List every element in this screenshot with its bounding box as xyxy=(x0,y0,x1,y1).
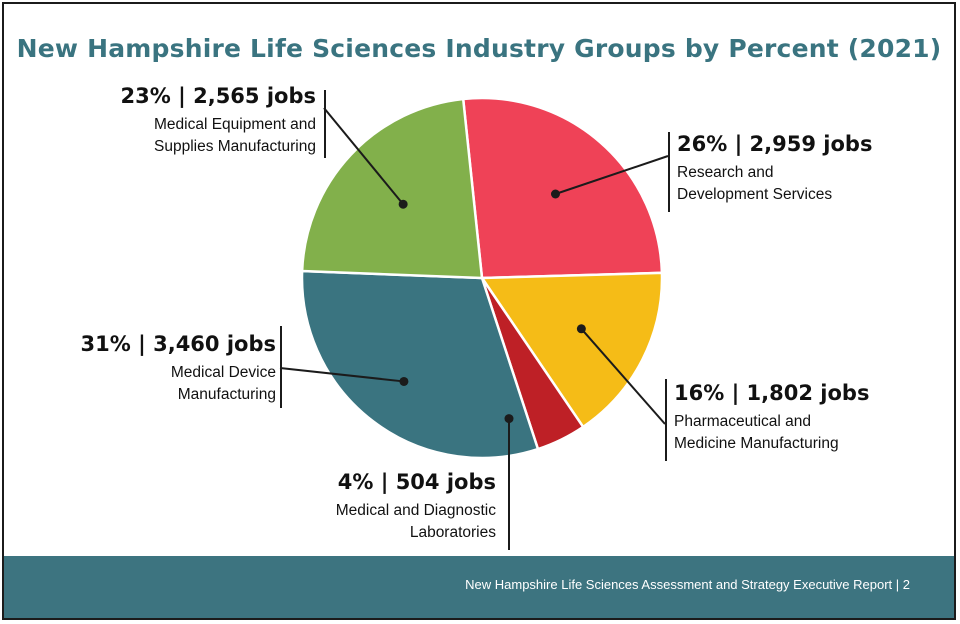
label-bar-medical-equipment xyxy=(324,90,326,158)
leader-diagnostic-labs-dot xyxy=(504,414,514,424)
label-research-development-cat-2: Development Services xyxy=(677,186,833,203)
slice-medical-equipment xyxy=(300,97,484,280)
footer-bar: New Hampshire Life Sciences Assessment a… xyxy=(4,556,954,618)
slice-research-development xyxy=(461,96,664,280)
label-diagnostic-labs-cat-2: Laboratories xyxy=(409,524,496,541)
slice-pharmaceutical xyxy=(479,271,664,429)
slice-medical-device xyxy=(300,269,540,460)
footer-text: New Hampshire Life Sciences Assessment a… xyxy=(465,577,910,592)
label-medical-equipment-cat-2: Supplies Manufacturing xyxy=(154,138,316,155)
leader-pharmaceutical-dot xyxy=(576,324,586,334)
label-medical-device-head: 31% | 3,460 jobs xyxy=(80,332,276,356)
label-research-development-head: 26% | 2,959 jobs xyxy=(677,132,873,156)
leader-medical-device xyxy=(279,367,405,383)
label-bar-pharmaceutical xyxy=(665,379,667,461)
label-medical-equipment-head: 23% | 2,565 jobs xyxy=(120,84,316,108)
label-research-development: 26% | 2,959 jobs Research and Developmen… xyxy=(677,132,872,206)
leader-medical-equipment xyxy=(323,107,404,205)
label-pharmaceutical-cat-1: Pharmaceutical and xyxy=(674,413,811,430)
label-diagnostic-labs-cat-1: Medical and Diagnostic xyxy=(335,502,496,519)
label-bar-research-development xyxy=(668,132,670,212)
label-medical-device: 31% | 3,460 jobs Medical Device Manufact… xyxy=(81,332,276,406)
label-medical-device-cat-2: Manufacturing xyxy=(177,386,276,403)
label-medical-equipment-cat-1: Medical Equipment and xyxy=(154,116,316,133)
label-research-development-cat-1: Research and xyxy=(677,164,774,181)
label-medical-equipment: 23% | 2,565 jobs Medical Equipment and S… xyxy=(121,84,316,158)
label-pharmaceutical-head: 16% | 1,802 jobs xyxy=(674,381,870,405)
label-medical-device-cat-1: Medical Device xyxy=(170,364,276,381)
label-diagnostic-labs-head: 4% | 504 jobs xyxy=(337,470,496,494)
pie-chart xyxy=(279,96,669,550)
leader-research-development xyxy=(555,155,669,195)
label-pharmaceutical: 16% | 1,802 jobs Pharmaceutical and Medi… xyxy=(674,381,869,455)
chart-title: New Hampshire Life Sciences Industry Gro… xyxy=(16,34,942,63)
leader-medical-device-dot xyxy=(399,376,409,386)
leader-research-development-dot xyxy=(550,189,560,199)
label-pharmaceutical-cat-2: Medicine Manufacturing xyxy=(674,435,839,452)
leader-medical-equipment-dot xyxy=(398,199,408,209)
leader-pharmaceutical xyxy=(580,328,666,425)
label-bar-medical-device xyxy=(280,326,282,408)
label-diagnostic-labs: 4% | 504 jobs Medical and Diagnostic Lab… xyxy=(336,470,496,544)
